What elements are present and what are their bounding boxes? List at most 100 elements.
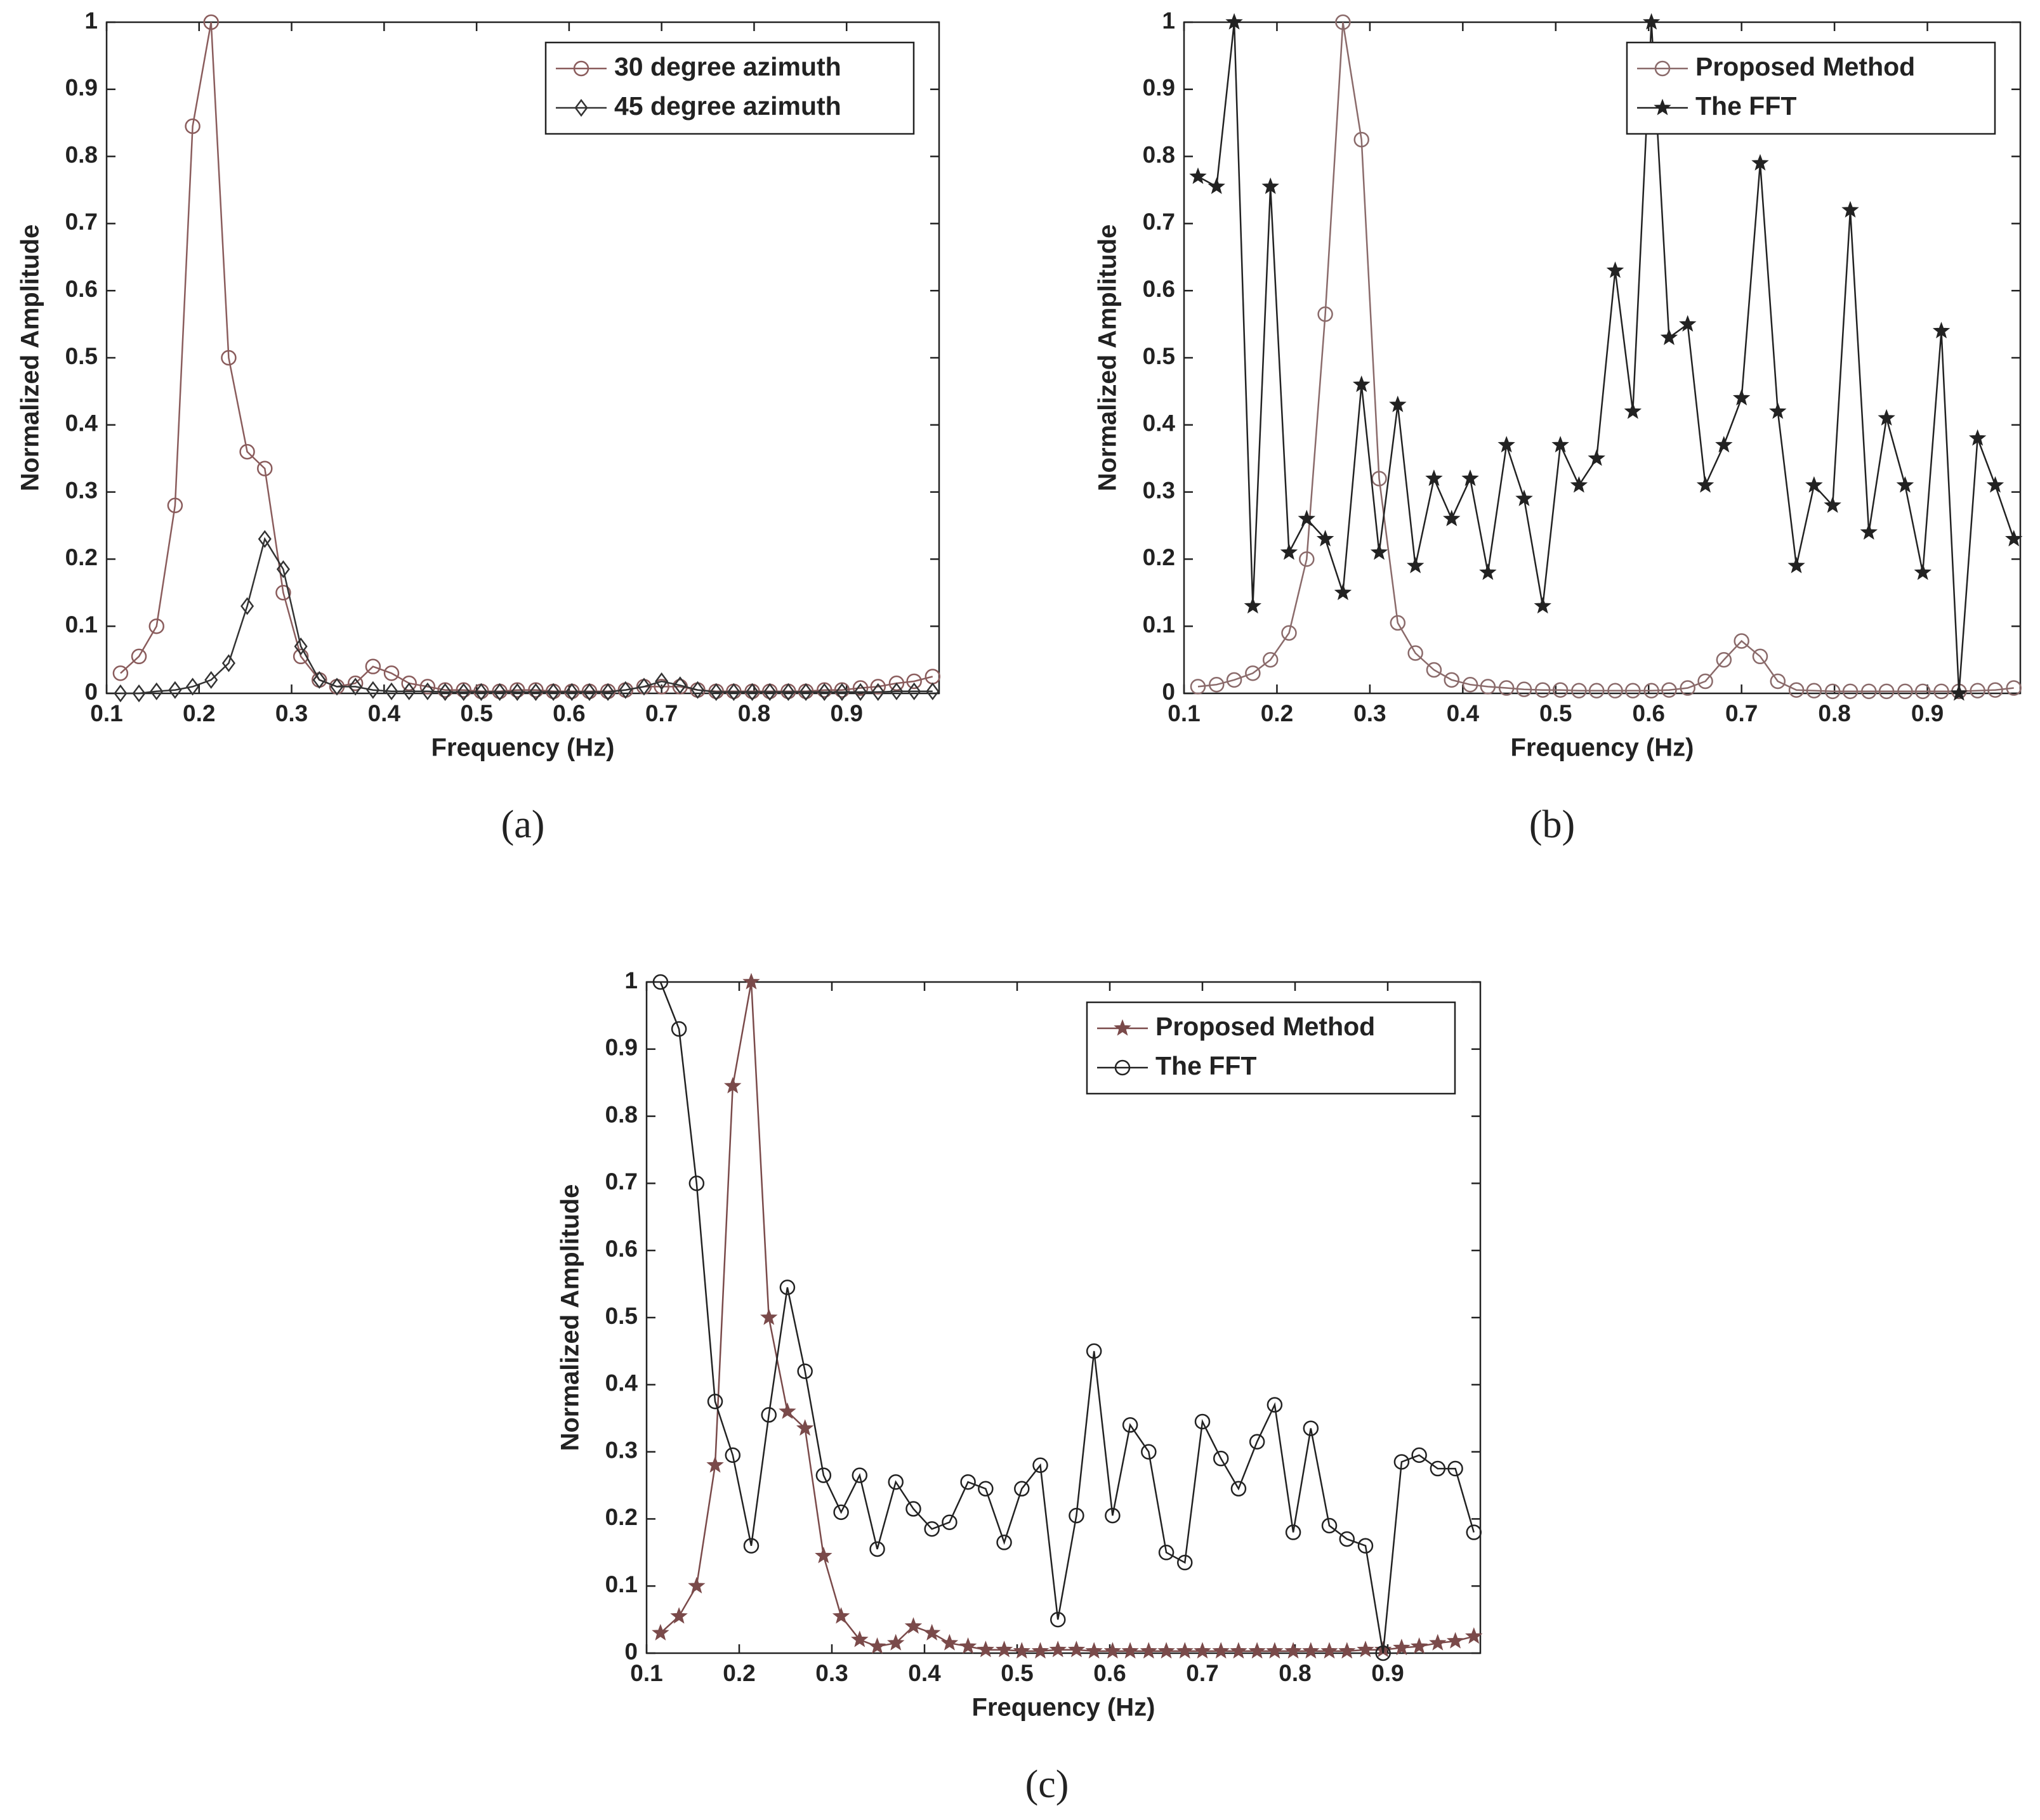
marker <box>574 98 588 117</box>
marker <box>1446 1632 1464 1649</box>
marker <box>1642 13 1661 30</box>
marker <box>1230 1481 1247 1497</box>
panel-label: (a) <box>501 803 545 846</box>
x-tick-label: 0.5 <box>460 700 492 726</box>
marker <box>742 972 760 990</box>
marker <box>402 682 416 700</box>
marker <box>1177 1554 1193 1571</box>
y-tick-label: 0.6 <box>605 1236 638 1262</box>
marker <box>1425 469 1443 487</box>
marker <box>1515 489 1533 506</box>
chart-panel: 0.1 0.2 0.3 0.4 0.5 0.6 0.7 0.8 0.900.10.20.30.4… <box>1094 8 2023 846</box>
marker <box>619 681 633 699</box>
marker <box>510 682 525 698</box>
x-tick-label: 0.7 <box>1186 1660 1218 1686</box>
marker <box>275 585 291 601</box>
marker <box>1389 395 1407 412</box>
marker <box>1209 676 1225 693</box>
marker <box>796 1419 814 1436</box>
marker <box>1069 1507 1084 1524</box>
marker <box>1480 679 1496 695</box>
x-tick-label: 0.5 <box>1001 1660 1033 1686</box>
marker <box>347 675 364 691</box>
marker <box>1606 261 1624 278</box>
marker <box>1443 509 1461 527</box>
marker <box>688 1175 705 1191</box>
marker <box>1317 306 1333 322</box>
marker <box>1497 436 1515 453</box>
x-axis-label: Frequency (Hz) <box>972 1694 1155 1722</box>
marker <box>1280 543 1298 560</box>
marker <box>348 678 362 696</box>
marker <box>1067 1640 1086 1658</box>
y-tick-label: 0.1 <box>605 1571 638 1597</box>
marker <box>890 682 904 700</box>
marker <box>1049 1640 1067 1658</box>
marker <box>942 1514 957 1530</box>
marker <box>456 682 471 698</box>
marker <box>779 1280 796 1295</box>
marker <box>203 14 219 30</box>
marker <box>1050 1611 1066 1628</box>
marker <box>1390 615 1406 631</box>
legend: Proposed Method The FFT <box>1626 41 1996 135</box>
x-tick-label: 0.8 <box>1818 700 1850 726</box>
marker <box>2006 680 2022 696</box>
marker <box>1534 597 1551 614</box>
x-tick-label: 0.4 <box>368 700 401 726</box>
marker <box>1806 683 1822 699</box>
x-tick-label: 0.6 <box>1633 700 1665 726</box>
marker <box>832 1607 850 1624</box>
marker <box>816 682 832 698</box>
marker <box>1302 1642 1320 1659</box>
marker <box>1824 496 1841 513</box>
marker <box>888 675 905 691</box>
x-tick-label: 0.5 <box>1539 700 1572 726</box>
x-tick-label: 0.9 <box>1911 700 1944 726</box>
marker <box>1479 563 1497 580</box>
marker <box>1466 1524 1482 1540</box>
y-tick-label: 0.3 <box>65 477 98 503</box>
marker <box>1654 98 1671 115</box>
y-tick-label: 1 <box>1162 8 1175 34</box>
marker <box>1158 1545 1175 1561</box>
marker <box>1262 651 1279 668</box>
marker <box>240 597 254 615</box>
marker <box>1697 673 1713 690</box>
marker <box>1461 469 1479 487</box>
marker <box>1357 1538 1374 1554</box>
x-tick-label: 0.7 <box>645 700 678 726</box>
series-line <box>120 537 933 695</box>
marker <box>221 350 237 366</box>
marker <box>1465 1627 1483 1644</box>
marker <box>1570 476 1588 493</box>
y-tick-label: 0.2 <box>605 1504 638 1530</box>
panel-label: (c) <box>1025 1763 1069 1806</box>
marker <box>1625 683 1641 699</box>
marker <box>1444 672 1460 688</box>
x-tick-label: 0.1 <box>630 1660 662 1686</box>
x-tick-label: 0.1 <box>90 700 122 726</box>
legend-label: Proposed Method <box>1155 1012 1375 1041</box>
marker <box>1393 1639 1411 1656</box>
marker <box>419 679 436 695</box>
marker <box>799 683 813 701</box>
marker <box>1715 436 1733 453</box>
marker <box>835 683 849 701</box>
marker <box>1426 662 1442 678</box>
marker <box>688 1576 706 1594</box>
marker <box>1141 1444 1157 1460</box>
x-tick-label: 0.9 <box>831 700 863 726</box>
marker <box>492 683 507 701</box>
x-tick-label: 0.3 <box>815 1660 848 1686</box>
legend-box <box>544 41 915 135</box>
marker <box>1411 1447 1427 1463</box>
x-tick-label: 0.4 <box>908 1660 941 1686</box>
marker <box>923 1623 941 1640</box>
marker <box>888 1474 904 1490</box>
marker <box>725 1447 741 1463</box>
marker <box>1085 1642 1103 1659</box>
y-tick-label: 0.2 <box>65 544 98 570</box>
marker <box>1769 402 1787 419</box>
